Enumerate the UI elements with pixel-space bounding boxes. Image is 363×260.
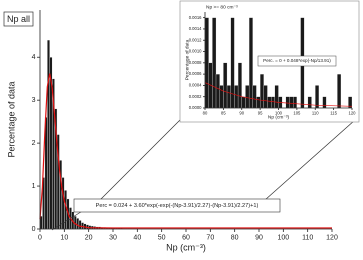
bar — [256, 96, 261, 109]
bar — [289, 96, 294, 109]
y-tick-label: 2 — [32, 140, 36, 147]
bar — [248, 17, 253, 109]
y-tick-label: 0.0000 — [189, 105, 202, 110]
x-tick-label: 0 — [38, 234, 42, 241]
bar — [61, 177, 65, 230]
bar — [267, 96, 272, 109]
inset-label: Np >= 80 cm⁻³ — [206, 4, 238, 10]
x-tick-label: 105 — [293, 110, 301, 115]
bar — [285, 96, 290, 109]
x-axis-label: Np (cm⁻³) — [166, 242, 206, 252]
y-tick-label: 3 — [32, 97, 36, 104]
y-axis-label: Percentage of data — [6, 81, 16, 157]
bar — [223, 62, 228, 109]
inset-fit-box — [257, 55, 337, 67]
label-box — [3, 11, 34, 27]
x-tick-label: 30 — [109, 234, 117, 241]
fit-box — [73, 198, 281, 213]
bar — [215, 73, 220, 109]
fit-equation: Perc = 0.024 + 3.60*exp(-exp(-(Np-3.91)/… — [96, 203, 259, 209]
bar — [237, 62, 242, 109]
y-tick-label: 4 — [32, 54, 36, 61]
bar — [245, 85, 250, 109]
arrow-line — [99, 119, 181, 201]
bar — [263, 85, 268, 109]
x-tick-label: 80 — [231, 234, 239, 241]
main-chart: 0 10 20 30 40 50 60 70 80 90 100 110 120 0 1 2 3 4 Np (cm⁻… — [6, 10, 338, 252]
bar — [315, 85, 320, 109]
bar — [271, 96, 275, 109]
y-tick-label: 0.0002 — [189, 94, 202, 99]
x-tick-label: 120 — [326, 234, 338, 241]
bar — [234, 85, 239, 109]
bar — [307, 96, 312, 109]
y-tick-label: 1 — [32, 183, 36, 190]
x-tick-label: 60 — [182, 234, 190, 241]
x-tick-label: 95 — [258, 110, 263, 115]
x-tick-label: 115 — [330, 110, 337, 115]
y-tick-label: 0.0016 — [189, 15, 202, 20]
x-tick-label: 110 — [312, 110, 319, 115]
x-tick-label: 40 — [133, 234, 141, 241]
x-tick-label: 50 — [158, 234, 166, 241]
x-tick-label: 120 — [349, 110, 357, 115]
x-tick-label: 100 — [275, 110, 283, 115]
arrow-line — [264, 119, 356, 201]
x-axis-label: Np (cm⁻³) — [268, 114, 290, 120]
y-tick-label: 0.0010 — [189, 49, 202, 54]
y-tick-label: 0.0004 — [189, 83, 202, 88]
y-tick-label: 0.0006 — [189, 71, 202, 76]
bar — [226, 85, 231, 109]
x-tick-label: 110 — [302, 234, 313, 241]
x-tick-label: 90 — [255, 234, 263, 241]
x-tick-label: 80 — [203, 110, 208, 115]
y-tick-label: 0 — [32, 226, 36, 233]
bar — [252, 85, 257, 109]
chart-label: Np all — [7, 14, 30, 24]
x-tick-label: 10 — [60, 234, 68, 241]
x-tick-label: 20 — [85, 234, 93, 241]
bar — [81, 222, 84, 230]
bar — [212, 17, 217, 109]
y-tick-label: 0.0014 — [189, 26, 202, 31]
bar — [64, 190, 67, 230]
bar — [260, 73, 264, 109]
bar — [204, 17, 209, 109]
bar — [274, 85, 279, 109]
bar — [241, 96, 246, 109]
x-tick-label: 70 — [206, 234, 214, 241]
x-tick-label: 85 — [221, 110, 226, 115]
bar — [337, 73, 342, 109]
x-tick-label: 90 — [239, 110, 244, 115]
bar — [76, 218, 80, 230]
fit-line — [39, 73, 332, 229]
x-tick-label: 100 — [277, 234, 289, 241]
y-tick-label: 0.0008 — [189, 60, 202, 65]
bar — [78, 220, 82, 230]
bar — [322, 96, 327, 109]
bar — [47, 39, 50, 230]
bar — [219, 85, 224, 109]
fit-line — [204, 82, 353, 107]
y-tick-label: 0.0012 — [189, 37, 202, 42]
bar — [293, 96, 298, 109]
inset-fit-equation: Perc. = 0 + 0.048*exp(-Np/13.91) — [263, 58, 331, 63]
y-axis-label: Percentage of data — [184, 39, 190, 80]
